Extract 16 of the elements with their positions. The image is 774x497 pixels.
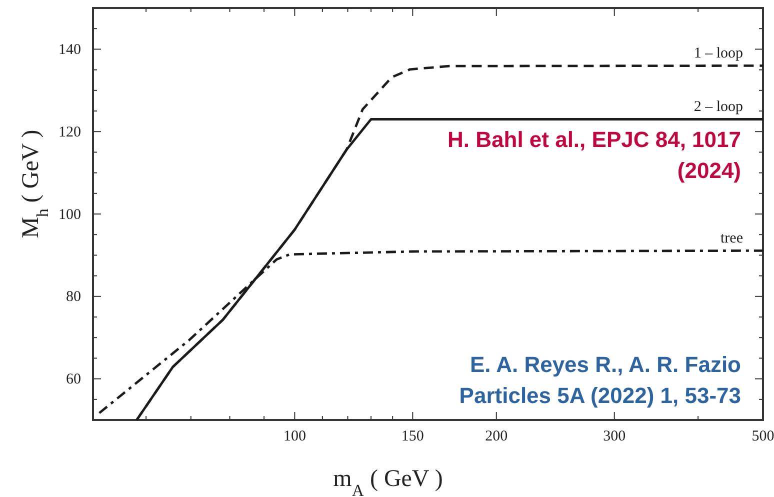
x-tick-label: 200	[485, 428, 508, 445]
y-tick-label: 60	[66, 372, 81, 388]
y-tick-label: 80	[66, 289, 81, 306]
series-label: tree	[720, 230, 744, 247]
series-label: 2 – loop	[694, 99, 743, 116]
x-tick-label: 500	[752, 428, 774, 445]
annotation: E. A. Reyes R., A. R. Fazio Particles 5A (2022) 1, 53-73	[459, 352, 741, 408]
y-tick-label: 140	[58, 42, 81, 58]
y-tick-label: 100	[58, 206, 81, 223]
annotation: H. Bahl et al., EPJC 84, 1017 (2024)	[448, 126, 741, 183]
x-tick-label: 300	[603, 428, 626, 445]
x-axis-title: m$_{A}$ ( GeV )	[333, 466, 443, 497]
y-tick-label: 120	[58, 124, 81, 140]
x-tick-label: 100	[283, 428, 306, 445]
x-tick-label: 150	[401, 428, 424, 445]
series-label: 1 – loop	[694, 46, 743, 62]
